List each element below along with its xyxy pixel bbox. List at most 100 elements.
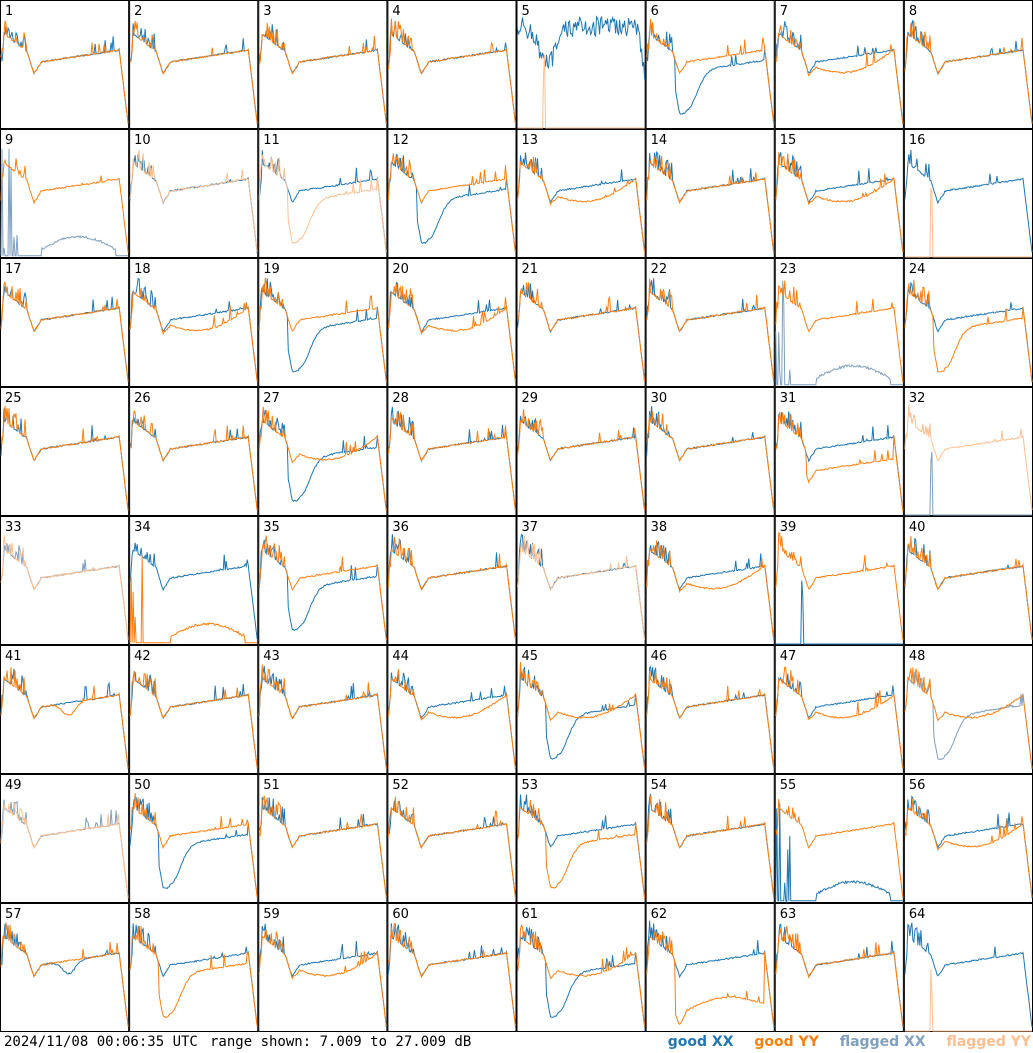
- panel-frame: [0, 516, 130, 645]
- panel-label: 17: [5, 262, 22, 277]
- trace-yy-panel-14: [646, 155, 775, 254]
- trace-yy-panel-36: [387, 536, 516, 640]
- status-footer: 2024/11/08 00:06:35 UTC range shown: 7.0…: [0, 1032, 1033, 1053]
- trace-yy-panel-11: [258, 154, 387, 253]
- legend-flagged-yy: flagged YY: [946, 1034, 1031, 1050]
- panel-label: 19: [263, 262, 280, 277]
- panel-frame: [387, 903, 517, 1032]
- panel-label: 61: [522, 907, 539, 922]
- trace-xx-panel-23: [775, 280, 903, 386]
- panel-40: 40: [903, 516, 1033, 645]
- panel-frame: [0, 903, 130, 1032]
- trace-xx-panel-35: [258, 539, 387, 640]
- trace-yy-panel-61: [517, 923, 646, 1027]
- trace-yy-panel-46: [646, 670, 775, 769]
- trace-yy-panel-30: [646, 411, 775, 511]
- trace-yy-panel-15: [775, 152, 904, 253]
- trace-xx-panel-48: [904, 671, 1033, 770]
- trace-xx-panel-64: [904, 922, 1033, 1028]
- panel-14: 14: [645, 129, 775, 258]
- trace-yy-panel-22: [646, 278, 775, 382]
- panel-frame: [903, 129, 1033, 258]
- panel-label: 53: [522, 778, 539, 793]
- panel-13: 13: [516, 129, 646, 258]
- panel-label: 48: [909, 649, 926, 664]
- trace-yy-panel-9: [0, 158, 129, 253]
- panel-21: 21: [516, 258, 646, 387]
- panel-29: 29: [516, 387, 646, 516]
- trace-yy-panel-44: [387, 669, 516, 769]
- trace-yy-panel-48: [904, 667, 1033, 768]
- trace-xx-panel-50: [129, 797, 258, 898]
- trace-yy-panel-40: [904, 536, 1033, 640]
- trace-yy-panel-13: [517, 156, 646, 253]
- panel-60: 60: [387, 903, 517, 1032]
- panel-label: 44: [392, 649, 409, 664]
- trace-xx-panel-41: [0, 668, 129, 769]
- panel-frame: [516, 645, 646, 774]
- panel-30: 30: [645, 387, 775, 516]
- panel-44: 44: [387, 645, 517, 774]
- panel-frame: [0, 774, 130, 903]
- legend-good-yy: good YY: [754, 1034, 819, 1050]
- panel-frame: [129, 903, 259, 1032]
- trace-yy-panel-1: [0, 20, 129, 124]
- panel-label: 46: [651, 649, 668, 664]
- panel-frame: [387, 516, 517, 645]
- trace-yy-panel-55: [775, 798, 904, 899]
- panel-39: 39: [774, 516, 904, 645]
- panel-47: 47: [774, 645, 904, 774]
- trace-yy-panel-56: [904, 798, 1033, 898]
- panel-label: 62: [651, 907, 668, 922]
- panel-50: 50: [129, 774, 259, 903]
- panel-label: 31: [780, 391, 797, 406]
- panel-label: 30: [651, 391, 668, 406]
- trace-yy-panel-31: [775, 411, 904, 511]
- panel-frame: [129, 129, 259, 258]
- trace-xx-panel-55: [775, 803, 903, 904]
- panel-53: 53: [516, 774, 646, 903]
- panel-label: 56: [909, 778, 926, 793]
- panel-7: 7: [774, 0, 904, 129]
- panel-label: 39: [780, 520, 797, 535]
- panel-frame: [258, 258, 388, 387]
- trace-yy-panel-3: [258, 23, 387, 124]
- panel-15: 15: [774, 129, 904, 258]
- trace-xx-panel-32: [904, 451, 1032, 516]
- panel-label: 64: [909, 907, 926, 922]
- panel-label: 20: [392, 262, 409, 277]
- trace-yy-panel-24: [904, 279, 1033, 383]
- trace-yy-panel-54: [646, 795, 775, 898]
- trace-yy-panel-4: [387, 18, 516, 124]
- trace-xx-panel-34: [129, 542, 258, 640]
- panel-28: 28: [387, 387, 517, 516]
- panel-frame: [129, 516, 259, 645]
- panel-label: 9: [5, 133, 13, 148]
- panel-61: 61: [516, 903, 646, 1032]
- panel-label: 63: [780, 907, 797, 922]
- panel-34: 34: [129, 516, 259, 645]
- panel-frame: [387, 0, 517, 129]
- panel-19: 19: [258, 258, 388, 387]
- panel-label: 23: [780, 262, 797, 277]
- trace-yy-panel-50: [129, 793, 258, 898]
- panel-label: 5: [522, 4, 530, 19]
- panel-label: 55: [780, 778, 797, 793]
- panel-49: 49: [0, 774, 130, 903]
- panel-frame: [516, 0, 646, 129]
- trace-yy-panel-49: [0, 802, 129, 899]
- panel-frame: [903, 258, 1033, 387]
- panel-label: 15: [780, 133, 797, 148]
- panel-52: 52: [387, 774, 517, 903]
- panel-label: 2: [134, 4, 142, 19]
- trace-yy-panel-7: [775, 25, 904, 124]
- panel-frame: [0, 387, 130, 516]
- panel-frame: [0, 129, 130, 258]
- panel-label: 52: [392, 778, 409, 793]
- panel-frame: [774, 258, 904, 387]
- trace-yy-panel-38: [646, 540, 775, 640]
- panel-label: 41: [5, 649, 22, 664]
- panel-frame: [387, 258, 517, 387]
- panel-38: 38: [645, 516, 775, 645]
